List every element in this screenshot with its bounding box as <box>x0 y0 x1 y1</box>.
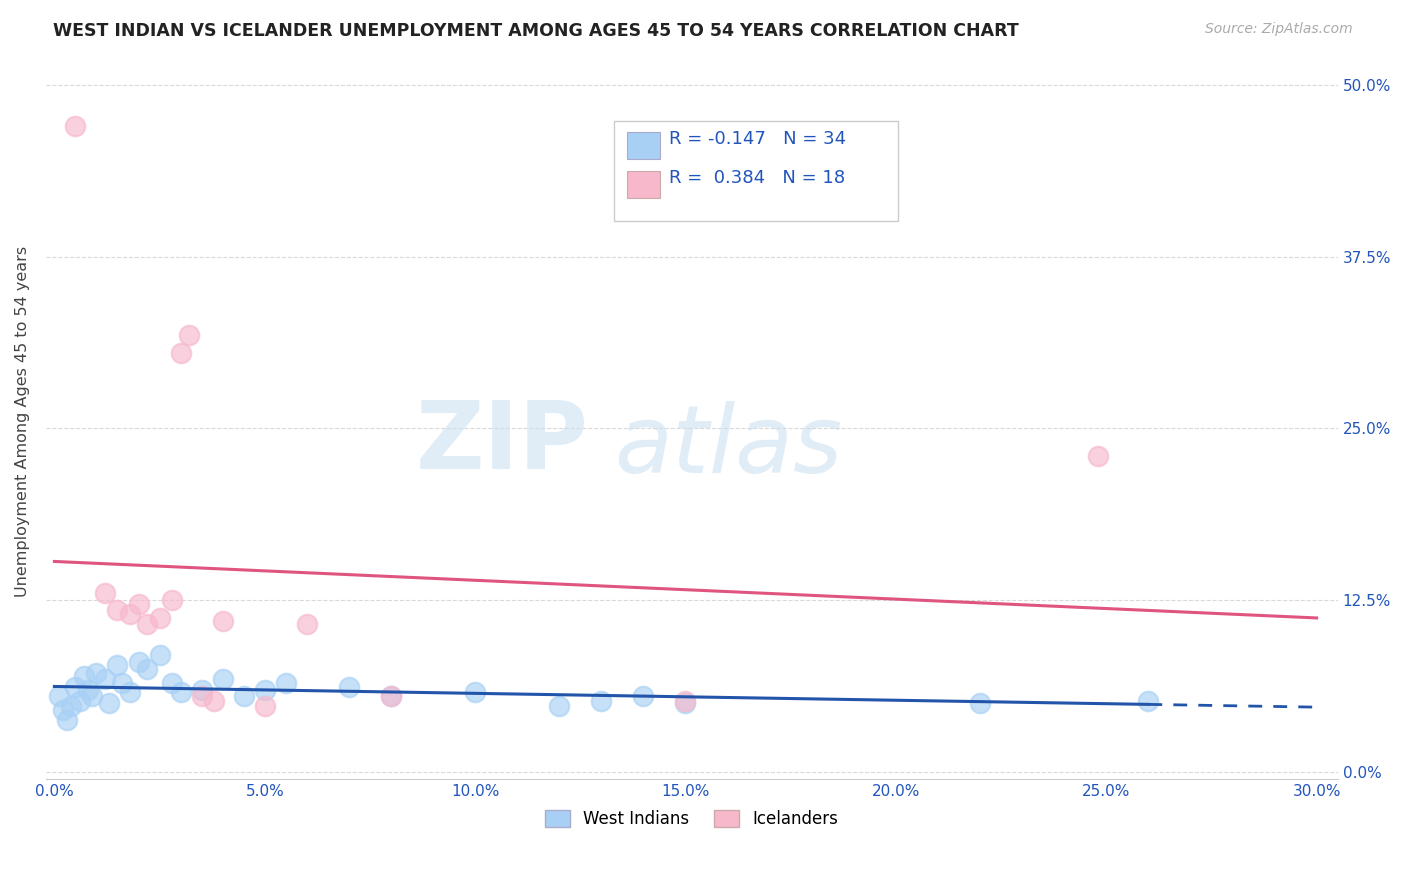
Point <box>675 696 697 710</box>
Text: Source: ZipAtlas.com: Source: ZipAtlas.com <box>1205 22 1353 37</box>
Text: R =  0.384   N = 18: R = 0.384 N = 18 <box>669 169 845 187</box>
Point <box>160 675 183 690</box>
Point <box>464 685 486 699</box>
FancyBboxPatch shape <box>614 121 898 221</box>
Point <box>111 675 134 690</box>
Point <box>1137 693 1160 707</box>
Point <box>86 666 108 681</box>
Point <box>190 690 212 704</box>
Point <box>295 616 318 631</box>
Point <box>591 693 613 707</box>
Point <box>337 680 360 694</box>
Point <box>128 597 150 611</box>
Point <box>380 690 402 704</box>
Point <box>65 119 87 133</box>
Point <box>56 713 79 727</box>
Point <box>69 693 91 707</box>
Text: ZIP: ZIP <box>416 397 589 489</box>
FancyBboxPatch shape <box>627 132 659 159</box>
Point <box>274 675 297 690</box>
Point <box>73 669 96 683</box>
Text: atlas: atlas <box>614 401 842 492</box>
Point <box>675 693 697 707</box>
Text: WEST INDIAN VS ICELANDER UNEMPLOYMENT AMONG AGES 45 TO 54 YEARS CORRELATION CHAR: WEST INDIAN VS ICELANDER UNEMPLOYMENT AM… <box>53 22 1019 40</box>
Point <box>148 611 170 625</box>
Point <box>211 672 233 686</box>
Point <box>98 696 121 710</box>
Point <box>969 696 991 710</box>
Point <box>107 657 129 672</box>
Point <box>253 682 276 697</box>
Point <box>120 607 142 621</box>
Point <box>60 699 83 714</box>
Point <box>82 690 104 704</box>
Point <box>169 685 191 699</box>
Y-axis label: Unemployment Among Ages 45 to 54 years: Unemployment Among Ages 45 to 54 years <box>15 246 30 597</box>
Point <box>253 699 276 714</box>
Point <box>94 586 117 600</box>
Point <box>77 682 100 697</box>
Point <box>633 690 655 704</box>
Point <box>120 685 142 699</box>
Point <box>65 680 87 694</box>
Point <box>202 693 225 707</box>
Point <box>136 662 159 676</box>
Point <box>136 616 159 631</box>
Point <box>1087 449 1109 463</box>
Text: R = -0.147   N = 34: R = -0.147 N = 34 <box>669 129 845 148</box>
Point <box>148 648 170 663</box>
Point <box>548 699 571 714</box>
Point <box>107 603 129 617</box>
Point <box>380 690 402 704</box>
Point <box>190 682 212 697</box>
Legend: West Indians, Icelanders: West Indians, Icelanders <box>538 804 845 835</box>
Point <box>177 327 200 342</box>
Point <box>211 614 233 628</box>
Point <box>128 655 150 669</box>
FancyBboxPatch shape <box>627 171 659 198</box>
Point <box>169 345 191 359</box>
Point <box>48 690 70 704</box>
Point <box>94 672 117 686</box>
Point <box>232 690 254 704</box>
Point <box>52 703 75 717</box>
Point <box>160 593 183 607</box>
